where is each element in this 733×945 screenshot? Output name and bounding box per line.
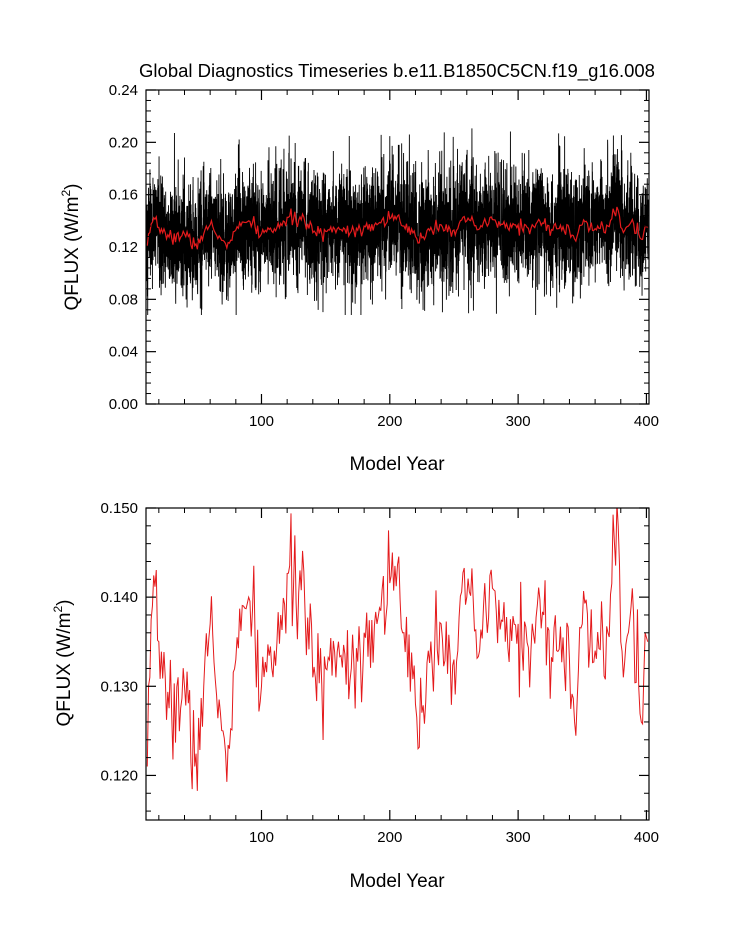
- bottom-y-axis-label-close: ): [54, 599, 75, 605]
- top-x-tick-label: 200: [377, 413, 402, 430]
- top-x-axis-label: Model Year: [349, 454, 445, 475]
- bottom-x-axis-label: Model Year: [349, 871, 445, 892]
- top-y-tick-label: 0.08: [109, 291, 138, 308]
- bottom-x-tick-label: 100: [249, 829, 274, 846]
- bottom-y-axis-label: QFLUX (W/m2): [51, 599, 75, 726]
- top-plot-area: [145, 89, 650, 405]
- top-y-axis-label-close: ): [62, 183, 83, 189]
- bottom-y-tick-label: 0.150: [100, 500, 138, 517]
- top-annual-line: [146, 206, 648, 251]
- top-y-tick-label: 0.04: [109, 344, 138, 361]
- top-x-tick-label: 400: [634, 413, 659, 430]
- bottom-plot-frame: [145, 507, 650, 821]
- bottom-y-tick-label: 0.130: [100, 678, 138, 695]
- bottom-y-ticks: 0.120 0.130 0.140 0.150: [100, 500, 649, 812]
- top-y-axis-label-base: QFLUX (W/m: [62, 197, 83, 311]
- top-y-tick-label: 0.20: [109, 134, 138, 151]
- bottom-y-axis-label-sup: 2: [51, 606, 65, 613]
- top-x-ticks: 100 200 300 400: [158, 90, 659, 430]
- top-y-tick-label: 0.12: [109, 239, 138, 256]
- figure-title: Global Diagnostics Timeseries b.e11.B185…: [139, 60, 655, 82]
- bottom-x-ticks: 100 200 300 400: [158, 508, 659, 846]
- bottom-plot-area: [145, 507, 650, 821]
- top-y-tick-label: 0.16: [109, 187, 138, 204]
- bottom-annual-line: [146, 508, 649, 791]
- top-y-tick-label: 0.24: [109, 82, 138, 99]
- top-y-axis-label: QFLUX (W/m2): [59, 183, 83, 310]
- top-y-axis-label-sup: 2: [59, 190, 73, 197]
- bottom-y-tick-label: 0.140: [100, 589, 138, 606]
- top-x-tick-label: 100: [249, 413, 274, 430]
- top-panel: 100 200 300 400 0.00 0.04 0.08 0.12 0.16 0.20 0.2…: [59, 82, 659, 475]
- top-y-ticks: 0.00 0.04 0.08 0.12 0.16 0.20 0.24: [109, 82, 649, 413]
- top-y-tick-label: 0.00: [109, 396, 138, 413]
- bottom-x-tick-label: 200: [377, 829, 402, 846]
- bottom-y-tick-label: 0.120: [100, 767, 138, 784]
- bottom-panel: 100 200 300 400 0.120 0.130 0.140 0.150 Model …: [51, 500, 659, 892]
- bottom-x-tick-label: 300: [506, 829, 531, 846]
- top-monthly-line: [146, 128, 649, 316]
- top-x-tick-label: 300: [506, 413, 531, 430]
- bottom-y-axis-label-base: QFLUX (W/m: [54, 613, 75, 727]
- bottom-x-tick-label: 400: [634, 829, 659, 846]
